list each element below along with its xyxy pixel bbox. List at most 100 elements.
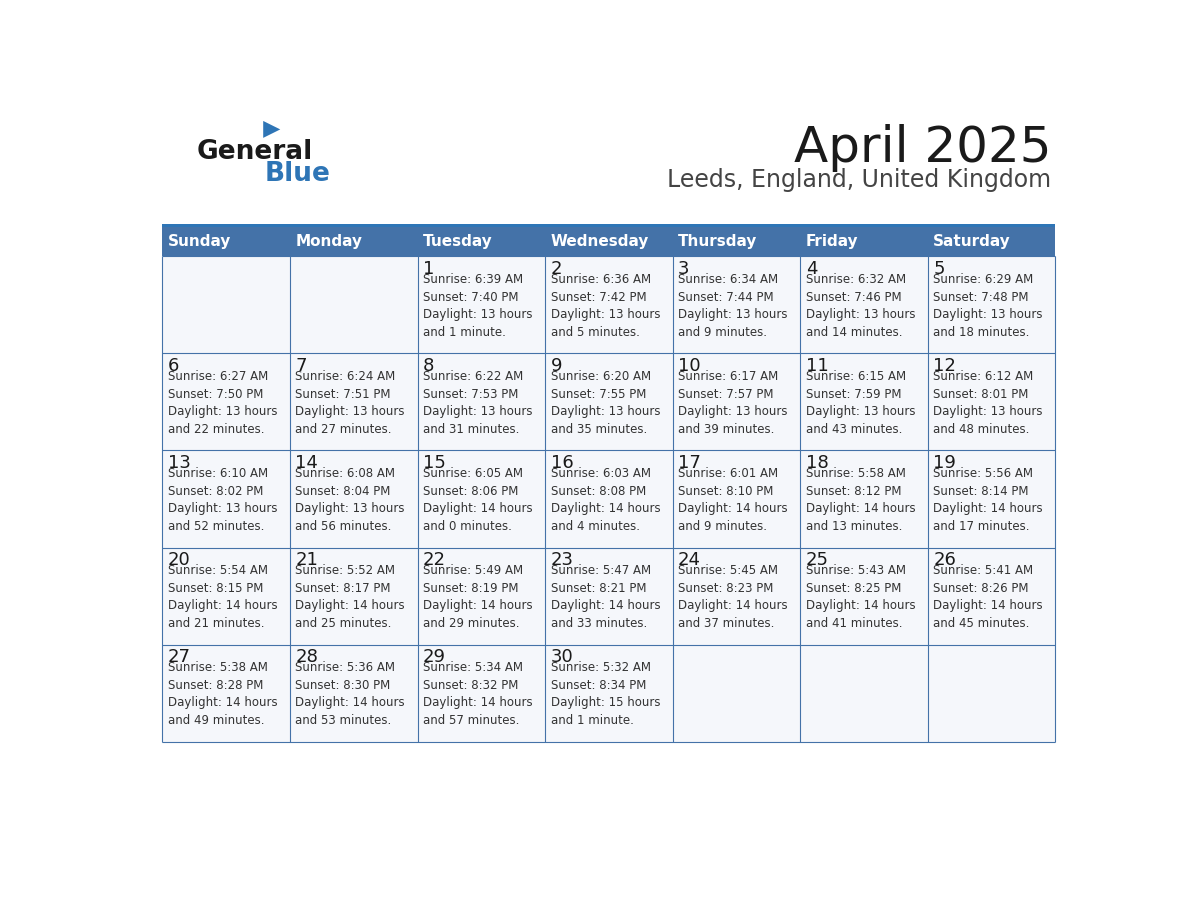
Bar [928, 451, 1055, 547]
Bar [545, 256, 672, 353]
Bar [672, 451, 801, 547]
Bar [417, 353, 545, 451]
Text: Tuesday: Tuesday [423, 234, 493, 250]
Text: 24: 24 [678, 552, 701, 569]
Text: Sunrise: 6:10 AM
Sunset: 8:02 PM
Daylight: 13 hours
and 52 minutes.: Sunrise: 6:10 AM Sunset: 8:02 PM Dayligh… [168, 467, 277, 533]
Bar [417, 256, 545, 353]
Text: Saturday: Saturday [933, 234, 1011, 250]
Bar [672, 547, 801, 644]
Text: 13: 13 [168, 454, 191, 473]
Text: Sunrise: 5:36 AM
Sunset: 8:30 PM
Daylight: 14 hours
and 53 minutes.: Sunrise: 5:36 AM Sunset: 8:30 PM Dayligh… [296, 662, 405, 727]
Bar [290, 547, 417, 644]
Text: Sunrise: 6:08 AM
Sunset: 8:04 PM
Daylight: 13 hours
and 56 minutes.: Sunrise: 6:08 AM Sunset: 8:04 PM Dayligh… [296, 467, 405, 533]
Text: 17: 17 [678, 454, 701, 473]
Text: Sunrise: 6:32 AM
Sunset: 7:46 PM
Daylight: 13 hours
and 14 minutes.: Sunrise: 6:32 AM Sunset: 7:46 PM Dayligh… [805, 274, 915, 339]
Bar [290, 353, 417, 451]
Text: Sunrise: 6:34 AM
Sunset: 7:44 PM
Daylight: 13 hours
and 9 minutes.: Sunrise: 6:34 AM Sunset: 7:44 PM Dayligh… [678, 274, 788, 339]
Text: 25: 25 [805, 552, 828, 569]
Text: 11: 11 [805, 357, 828, 375]
Bar [545, 353, 672, 451]
Text: Blue: Blue [265, 161, 330, 187]
Text: Monday: Monday [296, 234, 362, 250]
Text: Sunrise: 5:34 AM
Sunset: 8:32 PM
Daylight: 14 hours
and 57 minutes.: Sunrise: 5:34 AM Sunset: 8:32 PM Dayligh… [423, 662, 532, 727]
Bar [928, 353, 1055, 451]
Bar [417, 451, 545, 547]
Text: 3: 3 [678, 261, 689, 278]
Bar [801, 256, 928, 353]
Text: Sunrise: 6:01 AM
Sunset: 8:10 PM
Daylight: 14 hours
and 9 minutes.: Sunrise: 6:01 AM Sunset: 8:10 PM Dayligh… [678, 467, 788, 533]
Text: General: General [196, 140, 312, 165]
Bar [928, 256, 1055, 353]
Bar [928, 644, 1055, 742]
Text: Sunrise: 6:24 AM
Sunset: 7:51 PM
Daylight: 13 hours
and 27 minutes.: Sunrise: 6:24 AM Sunset: 7:51 PM Dayligh… [296, 371, 405, 436]
Text: 15: 15 [423, 454, 446, 473]
Text: 10: 10 [678, 357, 701, 375]
Text: 5: 5 [933, 261, 944, 278]
Bar [290, 256, 417, 353]
Text: Sunrise: 6:20 AM
Sunset: 7:55 PM
Daylight: 13 hours
and 35 minutes.: Sunrise: 6:20 AM Sunset: 7:55 PM Dayligh… [550, 371, 661, 436]
Text: Sunrise: 6:03 AM
Sunset: 8:08 PM
Daylight: 14 hours
and 4 minutes.: Sunrise: 6:03 AM Sunset: 8:08 PM Dayligh… [550, 467, 661, 533]
Text: 28: 28 [296, 648, 318, 666]
Bar [801, 547, 928, 644]
Bar [672, 256, 801, 353]
Text: Sunrise: 6:39 AM
Sunset: 7:40 PM
Daylight: 13 hours
and 1 minute.: Sunrise: 6:39 AM Sunset: 7:40 PM Dayligh… [423, 274, 532, 339]
Text: Leeds, England, United Kingdom: Leeds, England, United Kingdom [668, 168, 1051, 192]
Text: Sunrise: 5:45 AM
Sunset: 8:23 PM
Daylight: 14 hours
and 37 minutes.: Sunrise: 5:45 AM Sunset: 8:23 PM Dayligh… [678, 565, 788, 630]
Text: April 2025: April 2025 [794, 124, 1051, 172]
Text: Sunrise: 6:22 AM
Sunset: 7:53 PM
Daylight: 13 hours
and 31 minutes.: Sunrise: 6:22 AM Sunset: 7:53 PM Dayligh… [423, 371, 532, 436]
Text: 30: 30 [550, 648, 574, 666]
Bar [163, 644, 290, 742]
Bar [163, 224, 1055, 227]
Text: 2: 2 [550, 261, 562, 278]
Bar [417, 547, 545, 644]
Bar [545, 451, 672, 547]
Bar [801, 353, 928, 451]
Bar [545, 644, 672, 742]
Text: 4: 4 [805, 261, 817, 278]
Text: 9: 9 [550, 357, 562, 375]
Text: 21: 21 [296, 552, 318, 569]
Bar [163, 227, 1055, 256]
Text: Sunrise: 5:49 AM
Sunset: 8:19 PM
Daylight: 14 hours
and 29 minutes.: Sunrise: 5:49 AM Sunset: 8:19 PM Dayligh… [423, 565, 532, 630]
Bar [163, 547, 290, 644]
Text: 16: 16 [550, 454, 574, 473]
Text: 12: 12 [933, 357, 956, 375]
Text: 1: 1 [423, 261, 435, 278]
Text: 20: 20 [168, 552, 190, 569]
Bar [163, 256, 290, 353]
Text: Sunrise: 5:41 AM
Sunset: 8:26 PM
Daylight: 14 hours
and 45 minutes.: Sunrise: 5:41 AM Sunset: 8:26 PM Dayligh… [933, 565, 1043, 630]
Text: Sunrise: 5:32 AM
Sunset: 8:34 PM
Daylight: 15 hours
and 1 minute.: Sunrise: 5:32 AM Sunset: 8:34 PM Dayligh… [550, 662, 661, 727]
Text: 8: 8 [423, 357, 435, 375]
Text: 22: 22 [423, 552, 446, 569]
Text: Wednesday: Wednesday [550, 234, 649, 250]
Text: 27: 27 [168, 648, 191, 666]
Bar [545, 547, 672, 644]
Text: 29: 29 [423, 648, 446, 666]
Text: Sunrise: 5:58 AM
Sunset: 8:12 PM
Daylight: 14 hours
and 13 minutes.: Sunrise: 5:58 AM Sunset: 8:12 PM Dayligh… [805, 467, 915, 533]
Bar [290, 451, 417, 547]
Text: Friday: Friday [805, 234, 858, 250]
Text: Sunrise: 6:29 AM
Sunset: 7:48 PM
Daylight: 13 hours
and 18 minutes.: Sunrise: 6:29 AM Sunset: 7:48 PM Dayligh… [933, 274, 1043, 339]
Text: Sunrise: 5:38 AM
Sunset: 8:28 PM
Daylight: 14 hours
and 49 minutes.: Sunrise: 5:38 AM Sunset: 8:28 PM Dayligh… [168, 662, 278, 727]
Bar [417, 644, 545, 742]
Polygon shape [264, 121, 280, 138]
Bar [163, 353, 290, 451]
Text: Sunrise: 5:43 AM
Sunset: 8:25 PM
Daylight: 14 hours
and 41 minutes.: Sunrise: 5:43 AM Sunset: 8:25 PM Dayligh… [805, 565, 915, 630]
Bar [672, 353, 801, 451]
Text: Sunrise: 6:05 AM
Sunset: 8:06 PM
Daylight: 14 hours
and 0 minutes.: Sunrise: 6:05 AM Sunset: 8:06 PM Dayligh… [423, 467, 532, 533]
Text: Sunrise: 6:15 AM
Sunset: 7:59 PM
Daylight: 13 hours
and 43 minutes.: Sunrise: 6:15 AM Sunset: 7:59 PM Dayligh… [805, 371, 915, 436]
Text: Thursday: Thursday [678, 234, 758, 250]
Text: 18: 18 [805, 454, 828, 473]
Text: Sunrise: 6:12 AM
Sunset: 8:01 PM
Daylight: 13 hours
and 48 minutes.: Sunrise: 6:12 AM Sunset: 8:01 PM Dayligh… [933, 371, 1043, 436]
Text: Sunrise: 6:36 AM
Sunset: 7:42 PM
Daylight: 13 hours
and 5 minutes.: Sunrise: 6:36 AM Sunset: 7:42 PM Dayligh… [550, 274, 661, 339]
Bar [672, 644, 801, 742]
Text: Sunrise: 6:17 AM
Sunset: 7:57 PM
Daylight: 13 hours
and 39 minutes.: Sunrise: 6:17 AM Sunset: 7:57 PM Dayligh… [678, 371, 788, 436]
Text: 23: 23 [550, 552, 574, 569]
Text: 19: 19 [933, 454, 956, 473]
Bar [163, 451, 290, 547]
Text: Sunrise: 5:52 AM
Sunset: 8:17 PM
Daylight: 14 hours
and 25 minutes.: Sunrise: 5:52 AM Sunset: 8:17 PM Dayligh… [296, 565, 405, 630]
Text: Sunday: Sunday [168, 234, 232, 250]
Text: 26: 26 [933, 552, 956, 569]
Text: 14: 14 [296, 454, 318, 473]
Bar [928, 547, 1055, 644]
